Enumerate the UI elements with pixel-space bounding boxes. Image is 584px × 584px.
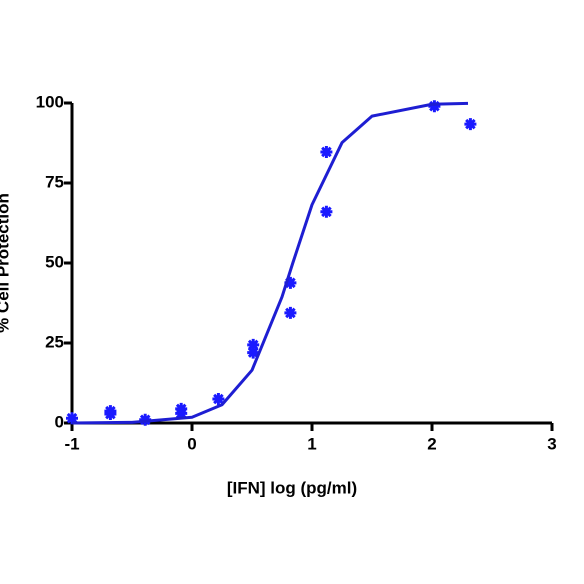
data-point (428, 100, 441, 113)
y-tick-label: 50 (45, 252, 64, 271)
data-point (464, 118, 477, 131)
y-tick-label: 100 (36, 92, 64, 111)
x-tick-label: -1 (64, 434, 79, 453)
x-tick-label: 2 (427, 434, 436, 453)
y-axis-label: % Cell Protection (0, 193, 12, 333)
y-tick-label: 25 (45, 332, 64, 351)
x-axis-label: [IFN] log (pg/ml) (227, 478, 357, 497)
data-point (284, 306, 297, 319)
y-tick-label: 0 (55, 412, 64, 431)
y-tick-label: 75 (45, 172, 64, 191)
data-point (320, 205, 333, 218)
x-tick-label: 1 (307, 434, 316, 453)
x-tick-label: 3 (547, 434, 556, 453)
data-point (212, 393, 225, 405)
fit-curve (71, 101, 469, 425)
data-point (247, 346, 260, 359)
data-point (175, 407, 188, 420)
x-tick-label: 0 (187, 434, 196, 453)
data-point (320, 145, 333, 158)
data-point (284, 276, 297, 289)
data-point (247, 338, 260, 351)
data-point (104, 408, 117, 421)
data-point (66, 412, 78, 425)
